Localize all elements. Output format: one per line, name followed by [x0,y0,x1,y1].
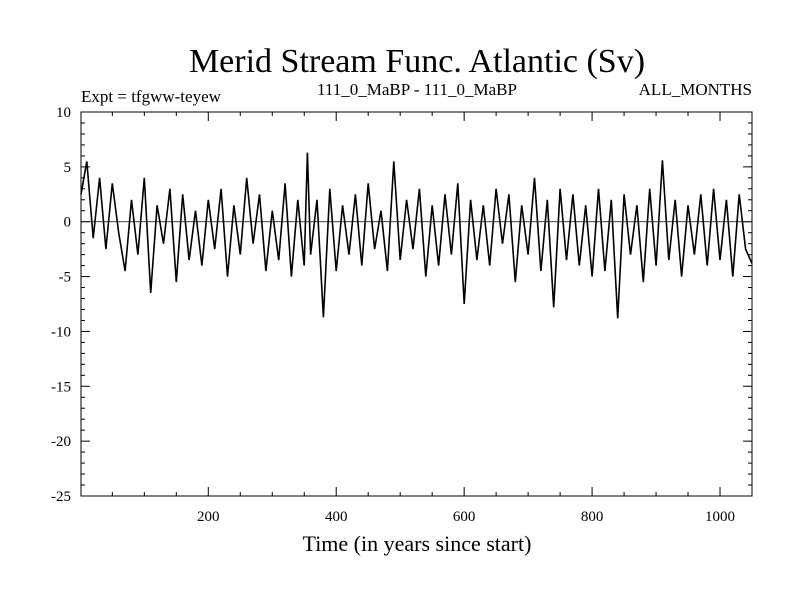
chart-title: Merid Stream Func. Atlantic (Sv) [189,43,645,80]
y-tick-label: -20 [51,434,71,450]
x-tick-label: 800 [581,509,604,525]
y-tick-label: 10 [56,105,71,121]
x-tick-label: 400 [325,509,348,525]
x-tick-label: 1000 [705,509,735,525]
x-axis-label: Time (in years since start) [303,531,532,556]
y-tick-label: -15 [51,379,71,395]
x-tick-label: 200 [197,509,220,525]
chart-subtitle-center: 111_0_MaBP - 111_0_MaBP [317,80,517,99]
y-tick-label: -10 [51,324,71,340]
y-tick-label: 5 [64,160,72,176]
chart-subtitle-left: Expt = tfgww-teyew [81,87,222,106]
series-line [80,152,753,319]
y-tick-label: -5 [59,270,72,286]
x-tick-label: 600 [453,509,476,525]
y-tick-label: 0 [64,215,72,231]
chart-subtitle-right: ALL_MONTHS [639,80,752,99]
plot-frame [80,111,753,497]
y-tick-label: -25 [51,489,71,505]
